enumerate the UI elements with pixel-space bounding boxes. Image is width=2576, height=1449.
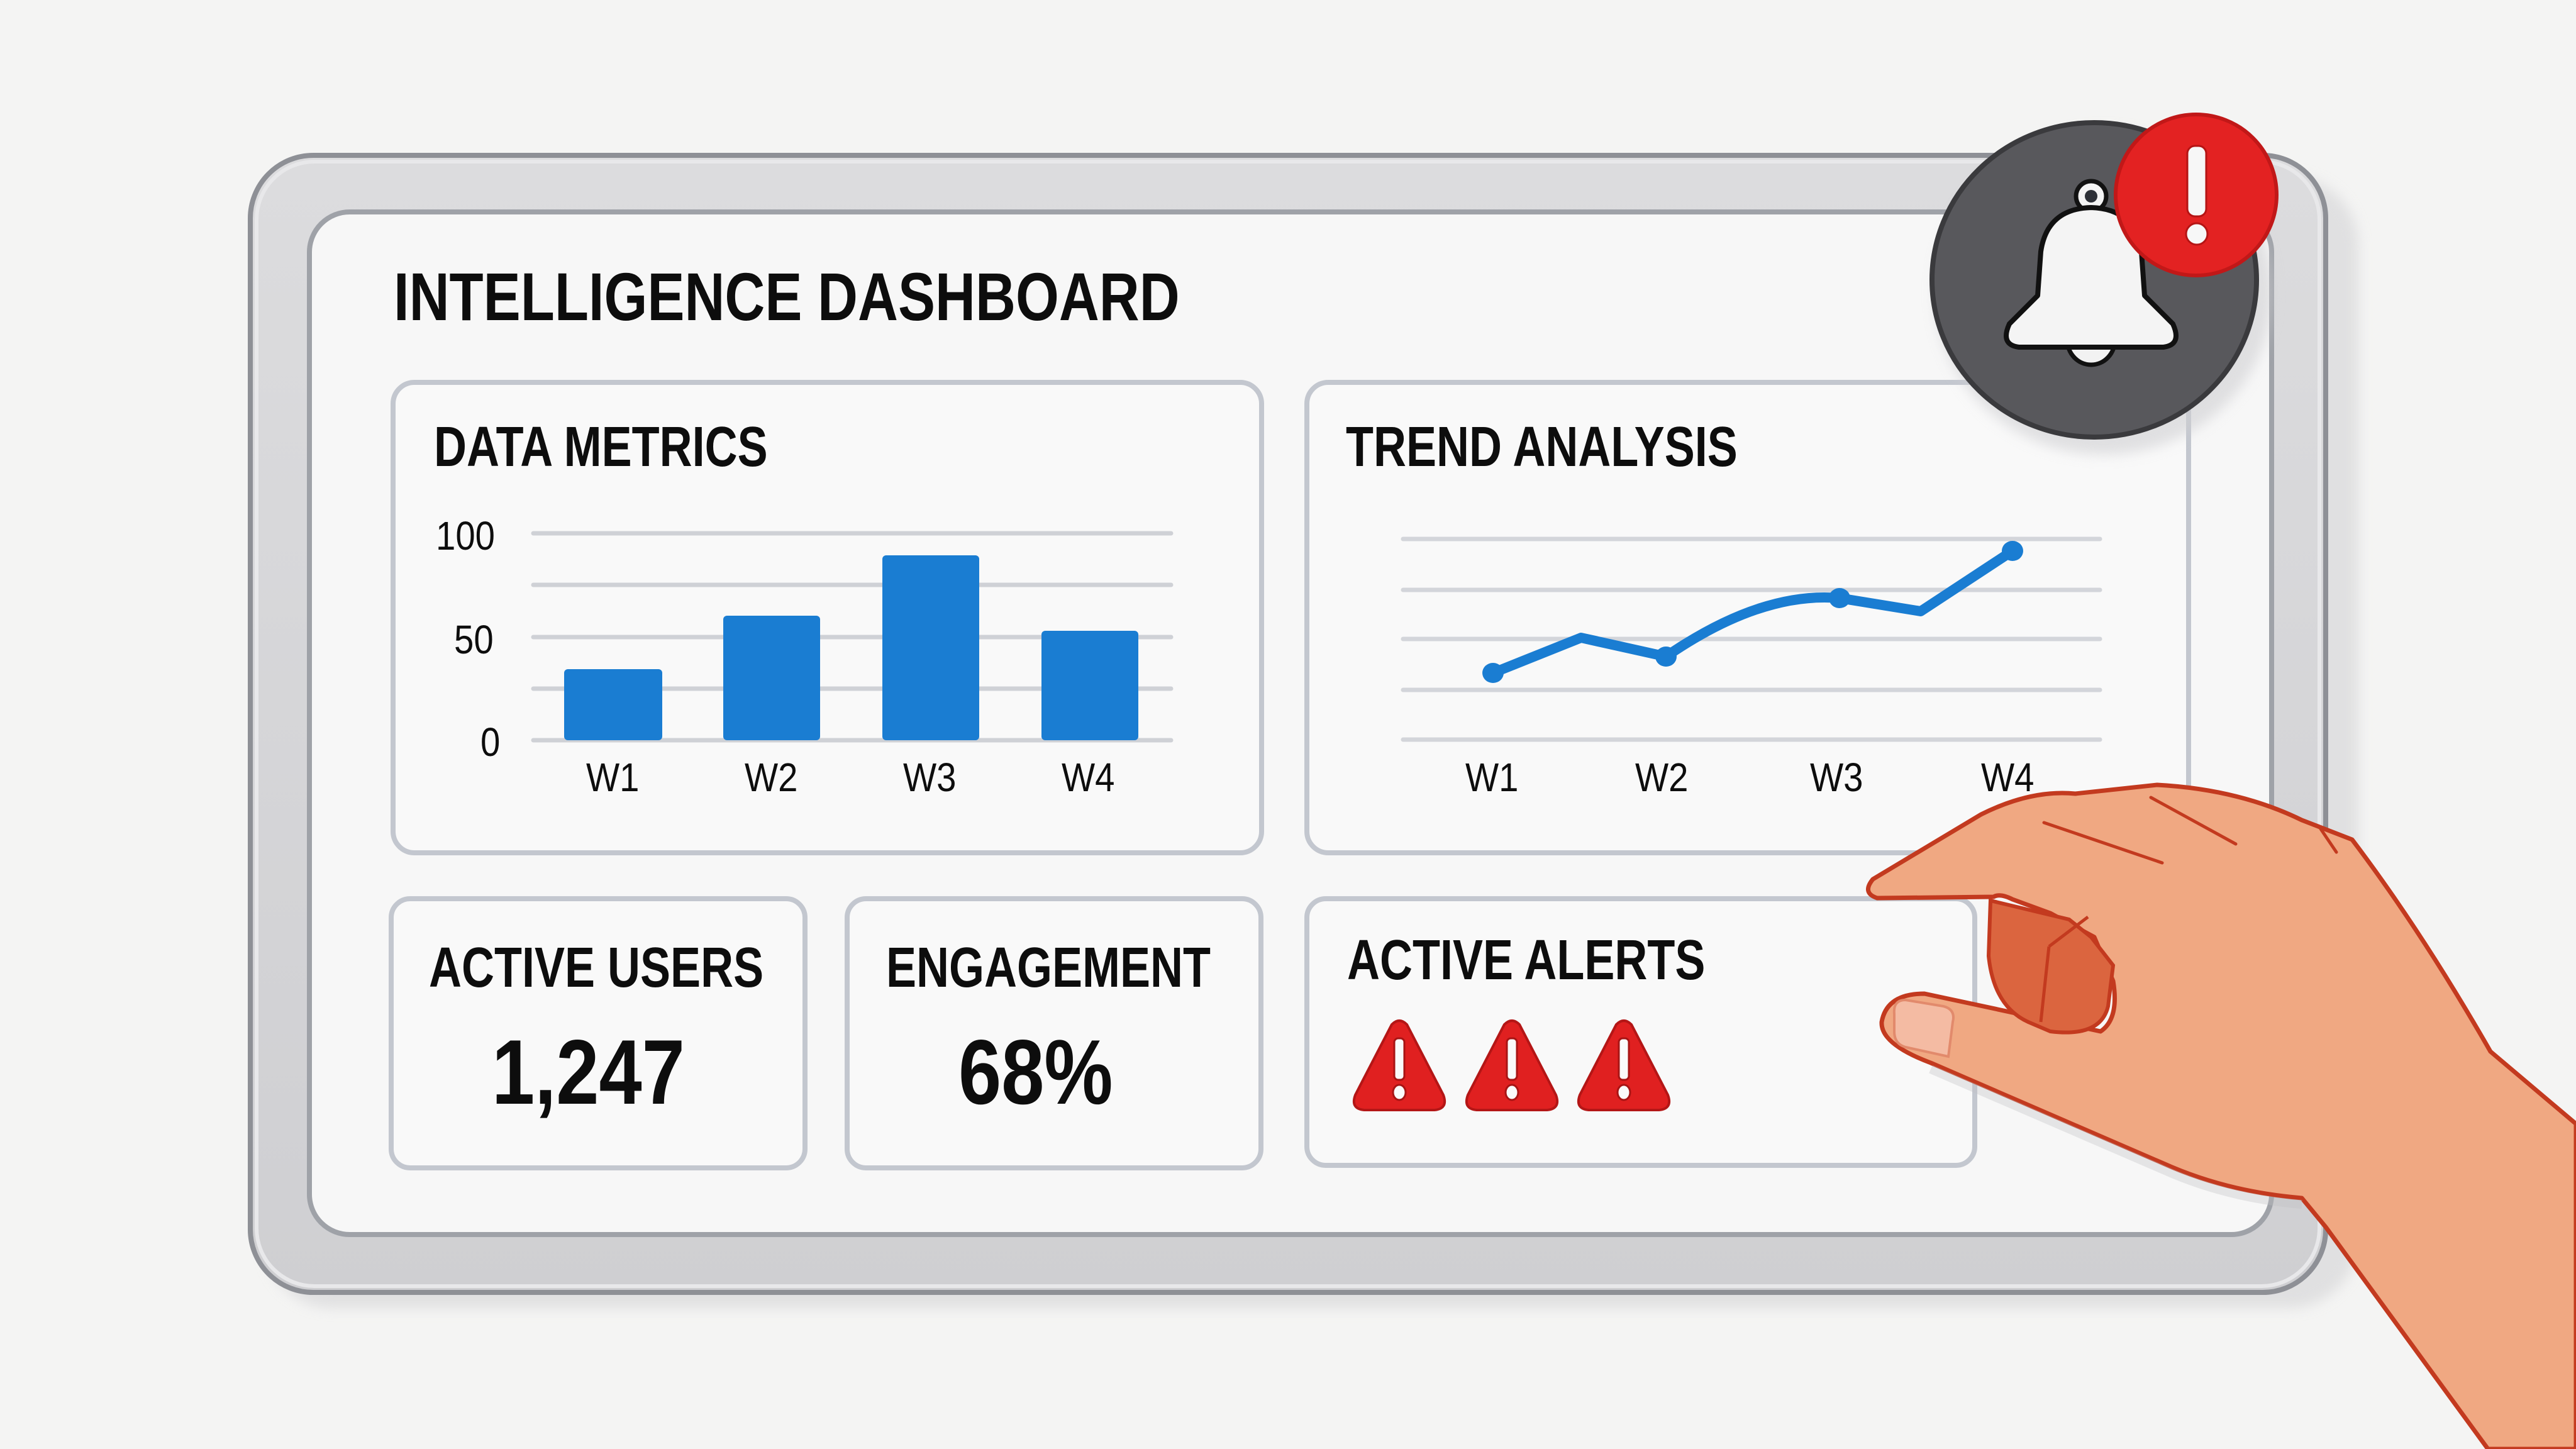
thumbnail (1892, 998, 1955, 1058)
alert-icons (1352, 1019, 1671, 1111)
engagement-value: 68% (958, 1021, 1113, 1123)
bar-w4 (1041, 631, 1138, 740)
trend-x-label-w2: W2 (1635, 755, 1689, 800)
bar-w1 (564, 669, 662, 740)
point-w4 (2002, 541, 2023, 561)
card-title-trend-analysis: TREND ANALYSIS (1346, 416, 1738, 479)
data-metrics-card: DATA METRICS (434, 419, 851, 475)
point-w3 (1829, 588, 1850, 608)
dashboard-title-wrap: INTELLIGENCE DASHBOARD (394, 263, 1352, 331)
bars (564, 555, 1138, 740)
active-users-card: ACTIVE USERS (429, 940, 847, 996)
curled-fingers (1986, 898, 2116, 1035)
warning-triangle-icon (1577, 1019, 1671, 1111)
bar-w2 (723, 616, 820, 740)
card-title-active-users: ACTIVE USERS (429, 936, 764, 999)
engagement-value-wrap: 68% (958, 1026, 1142, 1118)
notification-bell-button[interactable] (1929, 113, 2279, 455)
card-title-data-metrics: DATA METRICS (434, 416, 768, 479)
active-users-value-wrap: 1,247 (492, 1026, 721, 1118)
warning-triangle-icon (1352, 1019, 1446, 1111)
active-users-value: 1,247 (492, 1021, 685, 1123)
card-title-engagement: ENGAGEMENT (886, 936, 1211, 999)
bar-w3 (882, 555, 979, 740)
trend-x-label-w1: W1 (1465, 755, 1519, 800)
warning-triangle-icon (1465, 1019, 1559, 1111)
page-title: INTELLIGENCE DASHBOARD (394, 258, 1180, 335)
line-chart (1401, 536, 2102, 742)
x-label-w4: W4 (1062, 755, 1115, 800)
hand-illustration (1866, 782, 2576, 1449)
trend-x-label-w3: W3 (1810, 755, 1863, 800)
point-w2 (1655, 647, 1677, 667)
trend-analysis-card: TREND ANALYSIS (1346, 419, 1835, 475)
x-label-w1: W1 (586, 755, 640, 800)
x-label-w3: W3 (903, 755, 957, 800)
y-tick-0: 0 (480, 719, 501, 765)
card-title-active-alerts: ACTIVE ALERTS (1347, 929, 1706, 992)
trend-x-label-w4: W4 (1981, 755, 2035, 800)
bar-chart (531, 531, 1174, 743)
point-w1 (1482, 663, 1504, 683)
exclamation-badge-icon (2114, 113, 2279, 277)
y-tick-100: 100 (436, 513, 496, 558)
active-alerts-card: ACTIVE ALERTS (1347, 932, 1795, 989)
x-label-w2: W2 (745, 755, 798, 800)
engagement-card: ENGAGEMENT (886, 940, 1292, 996)
y-tick-50: 50 (454, 617, 494, 662)
